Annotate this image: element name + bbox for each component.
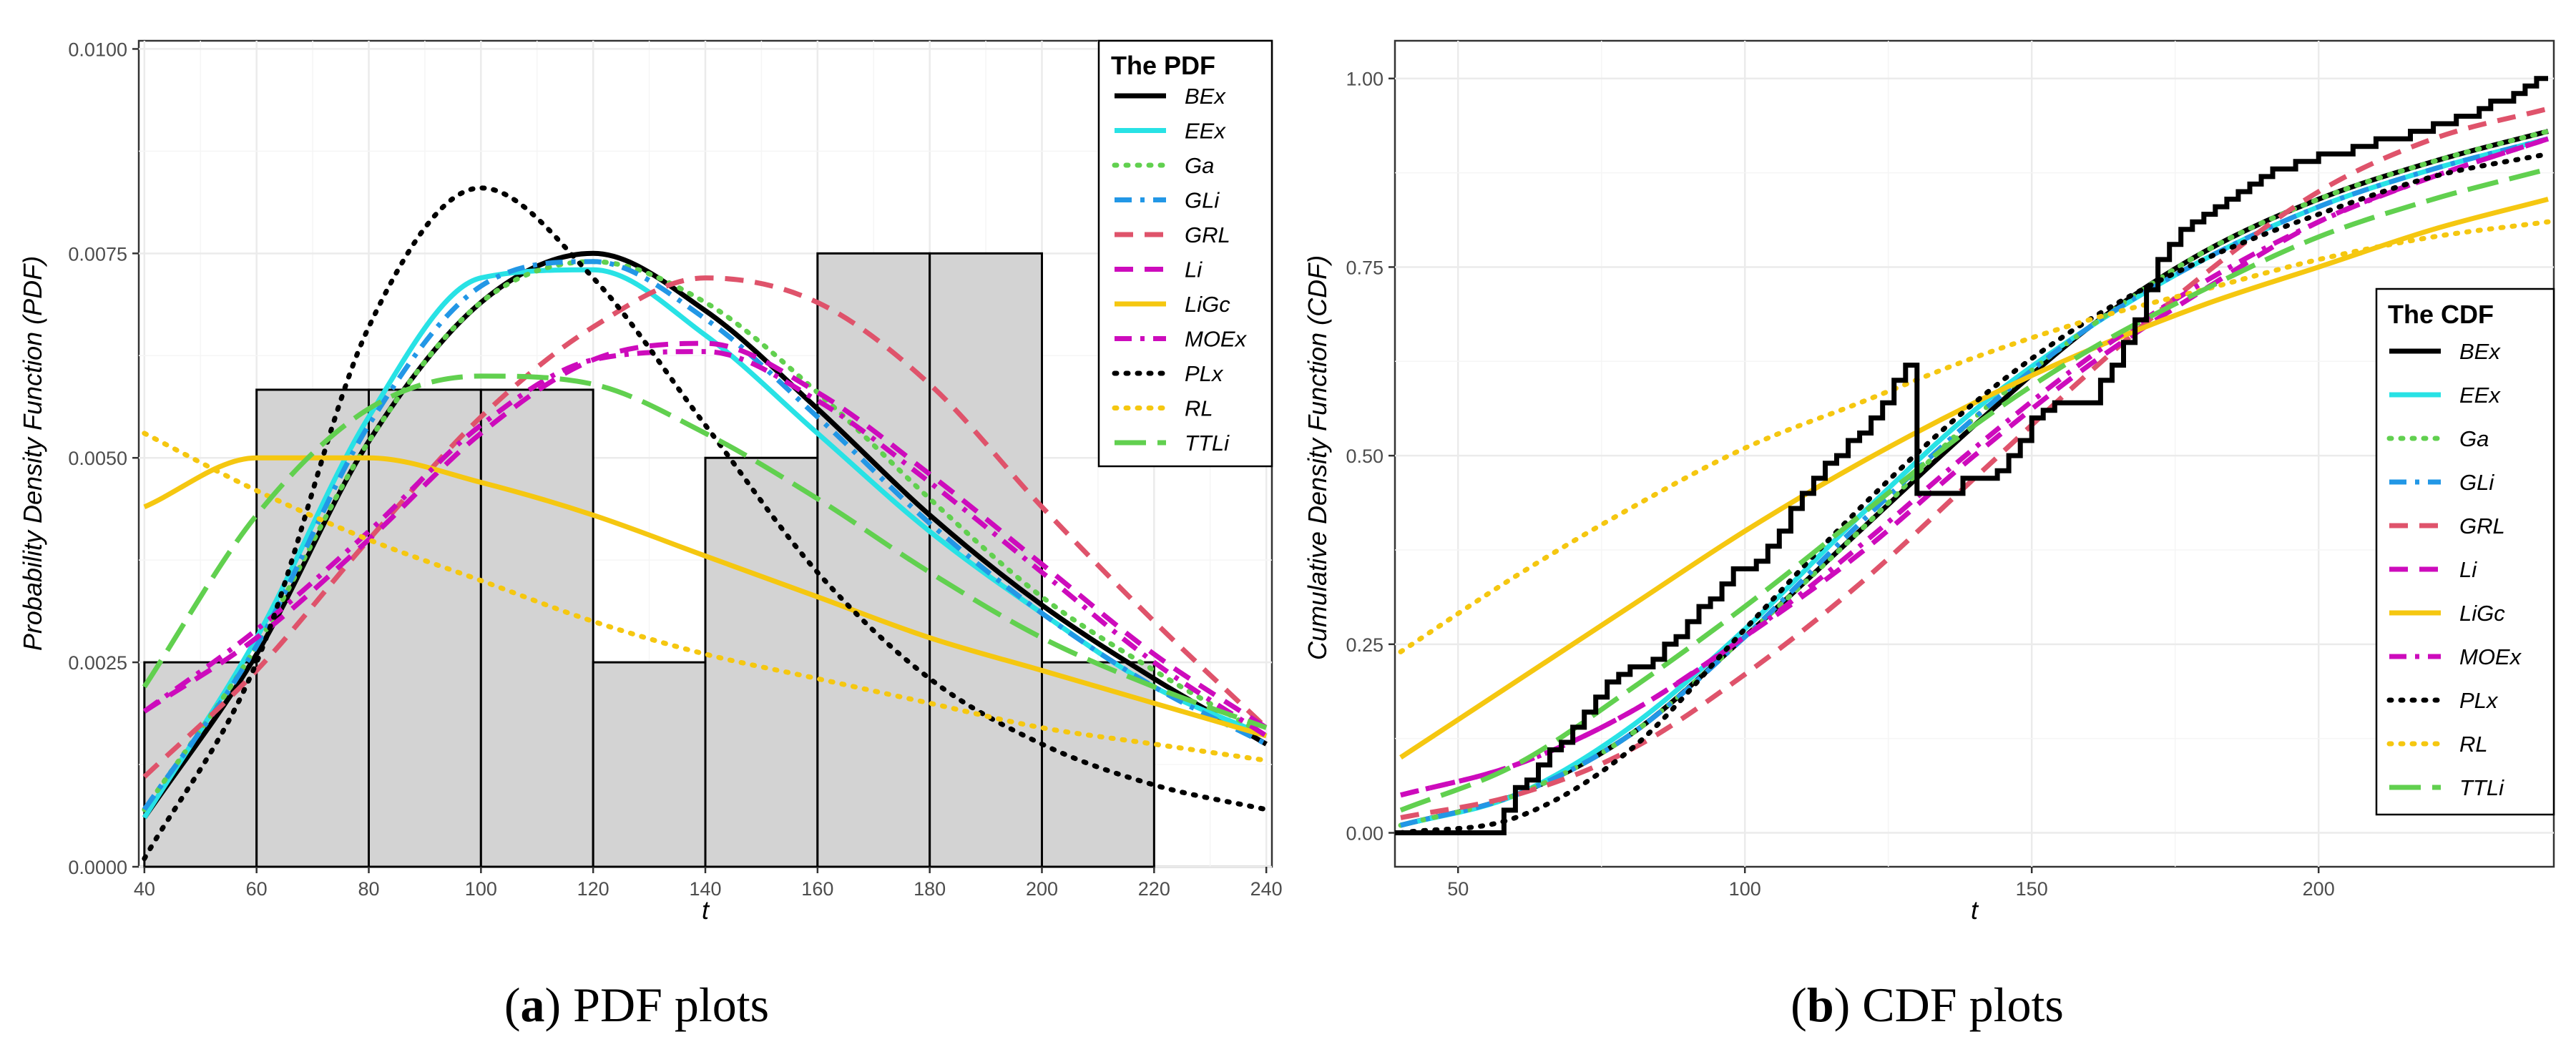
y-tick-label: 0.0075 bbox=[68, 243, 127, 265]
x-tick-label: 60 bbox=[246, 878, 268, 900]
pdf-legend-title: The PDF bbox=[1111, 51, 1215, 80]
cdf-x-ticks: 50 100 150 200 bbox=[1447, 867, 2335, 900]
cdf-gridlines bbox=[1395, 41, 2554, 867]
pdf-x-ticks: 40 60 80 100 120 140 160 180 200 220 240 bbox=[134, 867, 1283, 900]
y-tick-label: 0.0025 bbox=[68, 652, 127, 674]
series-moex-line bbox=[1400, 136, 2550, 798]
legend-label-bex: BEx bbox=[1185, 84, 1226, 109]
cdf-legend-box bbox=[2375, 287, 2555, 816]
pdf-x-axis-title: t bbox=[702, 895, 710, 925]
series-moex-line bbox=[142, 349, 1268, 738]
legend-label-li: Li bbox=[2459, 557, 2477, 582]
empirical-cdf-step bbox=[1395, 76, 2548, 835]
legend-label-gli: GLi bbox=[2459, 470, 2494, 495]
legend-label-eex: EEx bbox=[2459, 383, 2501, 408]
histogram-bar bbox=[368, 388, 482, 868]
legend-label-gli: GLi bbox=[1185, 188, 1220, 213]
legend-label-plx: PLx bbox=[1185, 361, 1224, 386]
caption-a-letter: a bbox=[521, 978, 545, 1032]
x-tick-label: 100 bbox=[1729, 878, 1761, 900]
cdf-legend-items: BEx EEx Ga GLi GRL Li LiGc MOEx PLx RL TTLi bbox=[2386, 339, 2522, 800]
pdf-panel: 40 60 80 100 120 140 160 180 200 220 240 0.00000.0… bbox=[18, 39, 1283, 1032]
series-plx-line bbox=[1398, 151, 2551, 835]
pdf-legend-items: BEx EEx Ga GLi GRL Li LiGc MOEx PLx RL TTLi bbox=[1112, 84, 1248, 456]
series-gli-line bbox=[1400, 136, 2549, 828]
legend-label-ttli: TTLi bbox=[1185, 431, 1230, 456]
legend-label-moex: MOEx bbox=[2459, 644, 2522, 669]
legend-label-grl: GRL bbox=[1185, 222, 1230, 247]
histogram-bar bbox=[592, 661, 707, 868]
caption-b-letter: b bbox=[1807, 978, 1834, 1032]
x-tick-label: 200 bbox=[2303, 878, 2335, 900]
caption-b: (b) CDF plots bbox=[1791, 978, 2064, 1032]
cdf-legend: The CDF BEx EEx Ga GLi GRL Li LiGc MOEx PLx RL TTL… bbox=[2375, 287, 2555, 816]
x-tick-label: 160 bbox=[801, 878, 833, 900]
legend-label-rl: RL bbox=[2459, 732, 2488, 757]
legend-label-moex: MOEx bbox=[1185, 327, 1248, 352]
x-tick-label: 40 bbox=[134, 878, 155, 900]
caption-b-text: CDF plots bbox=[1862, 978, 2064, 1032]
legend-label-ga: Ga bbox=[2459, 426, 2489, 451]
y-tick-label: 0.00 bbox=[1346, 823, 1384, 845]
y-tick-label: 1.00 bbox=[1346, 69, 1384, 90]
x-tick-label: 120 bbox=[577, 878, 609, 900]
pdf-y-axis-title: Probability Density Function (PDF) bbox=[18, 256, 47, 651]
y-tick-label: 0.0000 bbox=[68, 857, 127, 878]
legend-label-plx: PLx bbox=[2459, 688, 2499, 713]
x-tick-label: 150 bbox=[2016, 878, 2048, 900]
legend-label-ligc: LiGc bbox=[1185, 292, 1230, 317]
legend-label-ttli: TTLi bbox=[2459, 775, 2504, 800]
series-bex-line bbox=[142, 250, 1268, 820]
y-tick-label: 0.0050 bbox=[68, 448, 127, 469]
y-tick-label: 0.0100 bbox=[68, 39, 127, 60]
y-tick-label: 0.50 bbox=[1346, 446, 1384, 467]
series-ttli-line bbox=[142, 373, 1268, 730]
histogram-bar bbox=[704, 456, 819, 868]
legend-label-bex: BEx bbox=[2459, 339, 2501, 364]
legend-label-grl: GRL bbox=[2459, 513, 2505, 539]
cdf-y-axis-title: Cumulative Density Function (CDF) bbox=[1303, 255, 1332, 660]
y-tick-label: 0.75 bbox=[1346, 257, 1384, 278]
caption-a-text: PDF plots bbox=[573, 978, 769, 1032]
legend-label-eex: EEx bbox=[1185, 119, 1226, 144]
cdf-x-axis-title: t bbox=[1971, 895, 1979, 925]
x-tick-label: 180 bbox=[914, 878, 946, 900]
pdf-legend: The PDF BEx EEx Ga GLi GRL Li LiGc MOEx PLx RL TTL… bbox=[1097, 39, 1273, 468]
pdf-legend-box bbox=[1097, 39, 1273, 468]
cdf-panel: 50 100 150 200 0.00 0.25 0.50 0.75 1.00 t Cumul… bbox=[1303, 39, 2555, 1032]
series-ligc-line bbox=[143, 455, 1268, 739]
series-ga-line bbox=[142, 259, 1269, 812]
y-tick-label: 0.25 bbox=[1346, 634, 1384, 656]
histogram-bar bbox=[479, 388, 594, 868]
x-tick-label: 140 bbox=[689, 878, 721, 900]
x-tick-label: 200 bbox=[1026, 878, 1058, 900]
x-tick-label: 220 bbox=[1138, 878, 1170, 900]
legend-label-ga: Ga bbox=[1185, 153, 1214, 178]
legend-label-rl: RL bbox=[1185, 396, 1213, 421]
histogram-bar bbox=[143, 661, 258, 868]
x-tick-label: 50 bbox=[1447, 878, 1469, 900]
legend-label-li: Li bbox=[1185, 257, 1203, 282]
x-tick-label: 240 bbox=[1250, 878, 1283, 900]
cdf-empirical bbox=[1395, 76, 2548, 835]
caption-a: (a) PDF plots bbox=[504, 978, 769, 1032]
cdf-y-ticks: 0.00 0.25 0.50 0.75 1.00 bbox=[1346, 69, 1395, 845]
x-tick-label: 80 bbox=[358, 878, 379, 900]
series-rl-line bbox=[1398, 219, 2551, 654]
pdf-y-ticks: 0.0000 0.0025 0.0050 0.0075 0.0100 bbox=[68, 39, 139, 878]
legend-label-ligc: LiGc bbox=[2459, 601, 2505, 626]
series-grl-line bbox=[142, 275, 1268, 779]
cdf-legend-title: The CDF bbox=[2388, 300, 2494, 329]
series-grl-line bbox=[1400, 106, 2549, 820]
series-plx-line bbox=[142, 185, 1269, 862]
series-gli-line bbox=[142, 259, 1268, 811]
pdf-curves bbox=[142, 185, 1269, 862]
x-tick-label: 100 bbox=[465, 878, 497, 900]
